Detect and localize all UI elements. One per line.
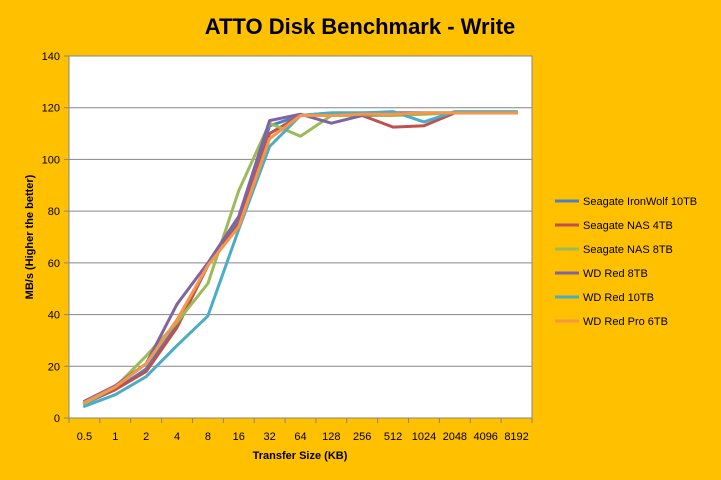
chart-title: ATTO Disk Benchmark - Write	[205, 14, 516, 39]
x-axis-label: Transfer Size (KB)	[253, 450, 348, 462]
y-tick-label: 40	[48, 310, 60, 322]
y-axis-label: MB/s (Higher the better)	[24, 174, 36, 299]
x-tick-label: 256	[353, 431, 371, 443]
legend-label-1: Seagate NAS 4TB	[583, 220, 673, 232]
series-lines	[82, 110, 519, 408]
legend-label-4: WD Red 10TB	[583, 292, 654, 304]
y-tick-label: 100	[42, 154, 60, 166]
x-tick-label: 64	[294, 431, 306, 443]
y-tick-label: 60	[48, 258, 60, 270]
legend-label-3: WD Red 8TB	[583, 268, 648, 280]
legend-box	[548, 186, 714, 336]
legend-label-0: Seagate IronWolf 10TB	[583, 196, 697, 208]
x-tick-label: 1024	[412, 431, 436, 443]
legend-label-2: Seagate NAS 8TB	[583, 244, 673, 256]
legend: Seagate IronWolf 10TB Seagate NAS 4TB Seag…	[555, 196, 697, 328]
x-tick-label: 512	[384, 431, 402, 443]
y-tick-label: 80	[48, 206, 60, 218]
x-tick-label: 32	[264, 431, 276, 443]
y-tick-labels: 0 20 40 60 80 100 120 140	[42, 51, 60, 425]
x-tick-label: 8	[205, 431, 211, 443]
x-tick-label: 2048	[443, 431, 467, 443]
x-tick-label: 1	[112, 431, 118, 443]
x-tick-label: 4	[174, 431, 180, 443]
x-tick-label: 128	[322, 431, 340, 443]
y-tick-label: 120	[42, 103, 60, 115]
x-tick-label: 2	[143, 431, 149, 443]
gridlines	[64, 55, 533, 423]
y-tick-label: 0	[54, 413, 60, 425]
x-tick-label: 16	[233, 431, 245, 443]
x-tick-label: 4096	[473, 431, 497, 443]
y-tick-label: 20	[48, 361, 60, 373]
y-tick-label: 140	[42, 51, 60, 63]
x-tick-labels: 0.5 1 2 4 8 16 32 64 128 256 512 1024 2048 4096 8192	[77, 431, 529, 443]
series-line-5	[82, 111, 519, 404]
legend-label-5: WD Red Pro 6TB	[583, 316, 668, 328]
x-tick-label: 8192	[504, 431, 528, 443]
x-tick-label: 0.5	[77, 431, 92, 443]
